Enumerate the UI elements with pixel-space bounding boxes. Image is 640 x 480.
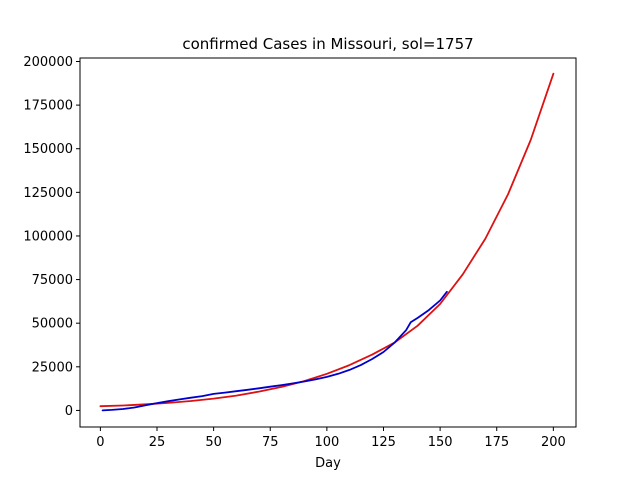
x-tick-label: 150 [428, 435, 453, 450]
y-axis: 0 25000 50000 75000 100000 125000 150000 175000… [23, 55, 80, 419]
series-line-2 [101, 290, 448, 412]
x-tick-label: 50 [205, 435, 222, 450]
y-tick-label: 100000 [23, 229, 73, 244]
series-layer [99, 72, 555, 412]
x-axis-title: Day [315, 456, 341, 471]
y-tick-label: 175000 [23, 99, 73, 114]
x-tick-label: 200 [541, 435, 566, 450]
x-axis: 0 25 50 75 100 125 150 175 200 [96, 427, 566, 450]
x-tick-label: 100 [314, 435, 339, 450]
y-tick-label: 0 [65, 404, 73, 419]
y-tick-label: 75000 [32, 273, 73, 288]
y-tick-label: 25000 [32, 360, 73, 375]
y-tick-label: 150000 [23, 142, 73, 157]
y-tick-label: 50000 [32, 317, 73, 332]
chart-title: confirmed Cases in Missouri, sol=1757 [182, 35, 473, 53]
y-tick-label: 125000 [23, 186, 73, 201]
series-line-1 [99, 72, 555, 408]
x-tick-label: 0 [96, 435, 104, 450]
y-tick-label: 200000 [23, 55, 73, 70]
x-tick-label: 175 [484, 435, 509, 450]
x-tick-label: 25 [149, 435, 166, 450]
x-tick-label: 125 [371, 435, 396, 450]
x-tick-label: 75 [262, 435, 279, 450]
plot-frame [79, 57, 577, 428]
